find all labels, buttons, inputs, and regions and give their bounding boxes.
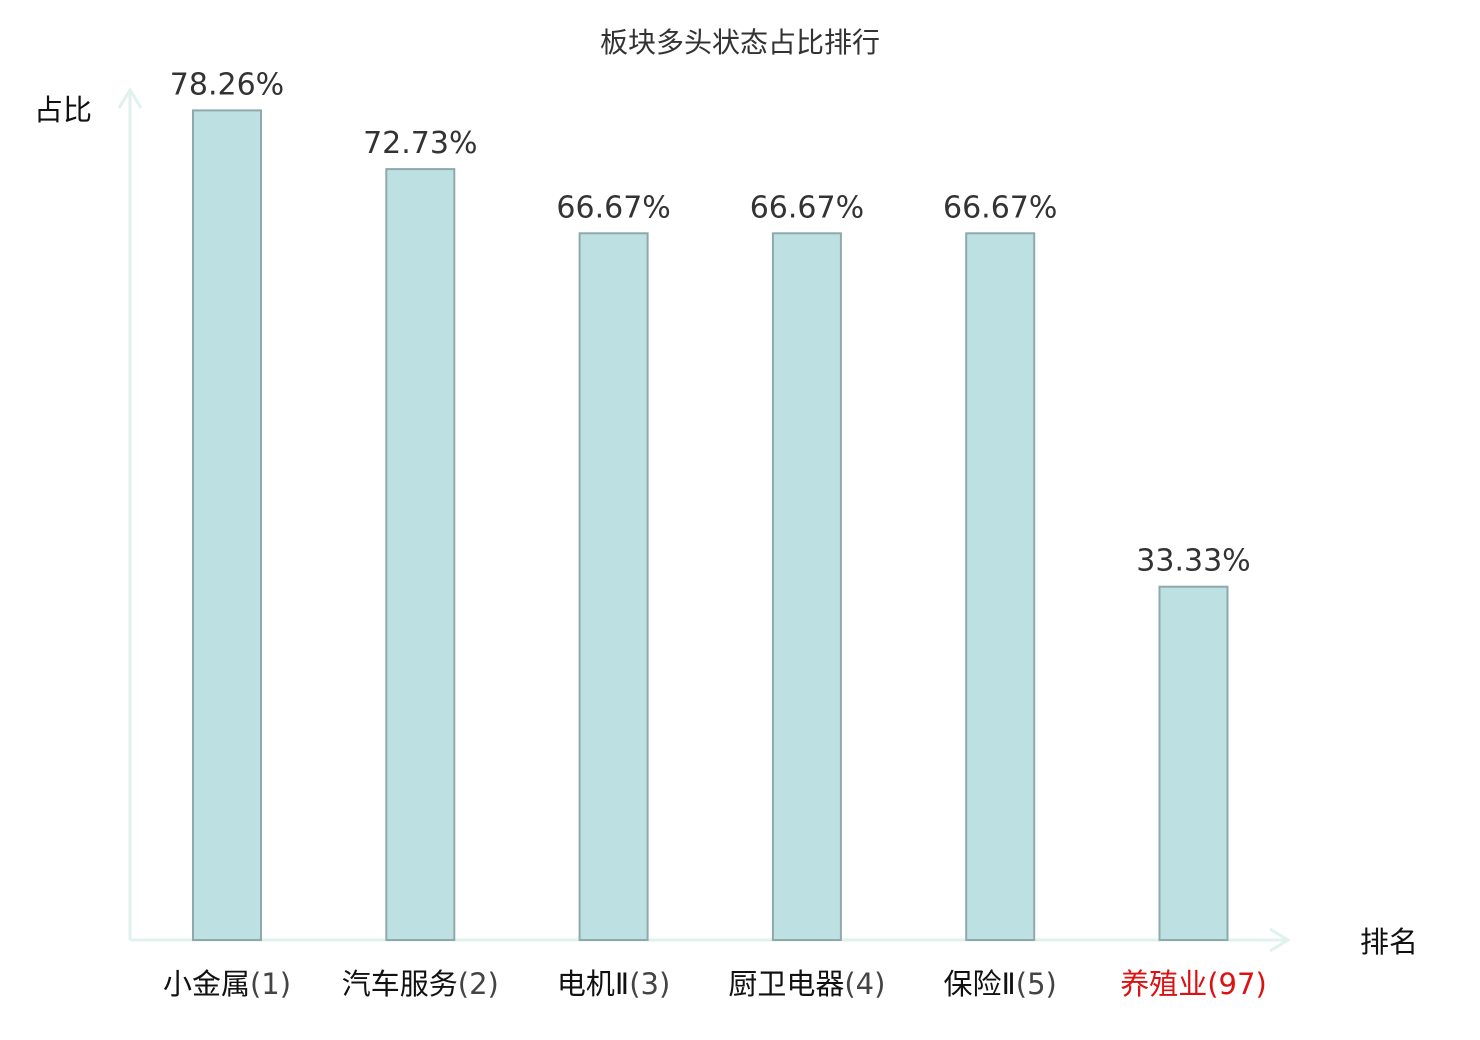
category-labels-group: 小金属(1) 汽车服务(2) 电机Ⅱ(3) 厨卫电器(4) 保险Ⅱ(5) 养殖业(97) <box>163 967 1267 1001</box>
y-axis-label: 占比 <box>34 93 92 127</box>
value-label-6: 33.33% <box>1136 544 1250 579</box>
bars-group <box>192 109 1229 942</box>
chart-title: 板块多头状态占比排行 <box>600 26 880 59</box>
x-axis-label: 排名 <box>1360 925 1418 959</box>
category-rank: (1) <box>250 967 291 1001</box>
category-name: 养殖业 <box>1120 967 1207 1001</box>
value-label-1: 78.26% <box>170 67 284 102</box>
value-label-2: 72.73% <box>363 126 477 161</box>
x-axis <box>130 927 1291 953</box>
category-label-1: 小金属(1) <box>163 967 291 1001</box>
category-name: 小金属 <box>163 967 250 1001</box>
bar-3 <box>578 232 649 942</box>
category-label-5: 保险Ⅱ(5) <box>944 967 1057 1001</box>
value-labels-group: 78.26% 72.73% 66.67% 66.67% 66.67% 33.33% <box>170 67 1251 578</box>
y-axis <box>117 87 143 940</box>
category-label-4: 厨卫电器(4) <box>728 967 885 1001</box>
category-name: 电机Ⅱ <box>557 967 629 1001</box>
bar-1 <box>192 109 262 941</box>
category-label-2: 汽车服务(2) <box>342 967 499 1001</box>
category-rank: (3) <box>629 967 670 1001</box>
category-label-3: 电机Ⅱ(3) <box>557 967 670 1001</box>
category-name: 厨卫电器 <box>728 967 844 1001</box>
value-label-5: 66.67% <box>943 190 1057 225</box>
value-label-3: 66.67% <box>556 190 670 225</box>
category-rank: (2) <box>458 967 499 1001</box>
category-label-6: 养殖业(97) <box>1120 967 1267 1001</box>
category-rank: (97) <box>1207 967 1267 1001</box>
category-rank: (4) <box>844 967 885 1001</box>
bar-2 <box>385 168 456 942</box>
category-name: 保险Ⅱ <box>944 967 1016 1001</box>
category-rank: (5) <box>1016 967 1057 1001</box>
bar-5 <box>965 232 1036 942</box>
category-name: 汽车服务 <box>342 967 458 1001</box>
bar-4 <box>771 232 842 942</box>
bar-6 <box>1158 585 1229 941</box>
value-label-4: 66.67% <box>750 190 864 225</box>
